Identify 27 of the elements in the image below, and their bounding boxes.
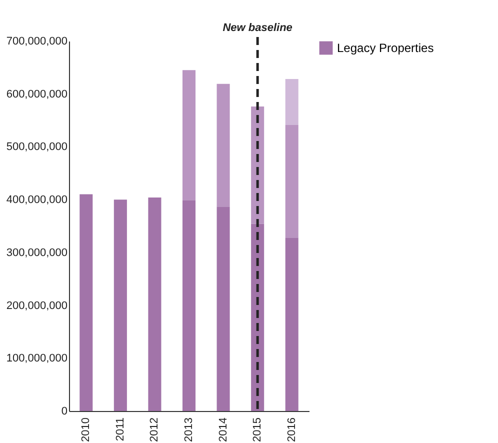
bar	[285, 125, 298, 238]
bar	[216, 84, 230, 207]
x-tick-label: 2012	[148, 418, 161, 442]
y-tick-label: 0	[61, 406, 68, 418]
bar	[148, 197, 162, 411]
bar	[80, 194, 93, 411]
bar	[285, 79, 298, 126]
y-tick-label: 300,000,000	[6, 246, 68, 259]
x-tick-label: 2016	[286, 418, 298, 442]
x-tick-label: 2011	[114, 418, 126, 442]
y-tick-label: 700,000,000	[6, 36, 68, 48]
y-tick-label: 400,000,000	[6, 194, 68, 206]
bar	[182, 200, 196, 411]
ref-line-label: New baseline	[222, 22, 292, 34]
bar	[114, 200, 127, 411]
x-tick-label: 2013	[183, 418, 195, 442]
bar	[285, 238, 298, 411]
legend-label: Legacy Properties	[337, 41, 434, 55]
y-tick-label: 100,000,000	[6, 352, 68, 365]
x-tick-label: 2014	[217, 418, 230, 442]
bar	[182, 70, 196, 200]
y-tick-label: 200,000,000	[6, 300, 68, 312]
y-tick-label: 600,000,000	[6, 88, 68, 100]
bar	[216, 206, 230, 411]
x-tick-label: 2015	[252, 418, 264, 442]
x-tick-label: 2010	[80, 418, 92, 442]
y-tick-label: 500,000,000	[6, 141, 68, 154]
